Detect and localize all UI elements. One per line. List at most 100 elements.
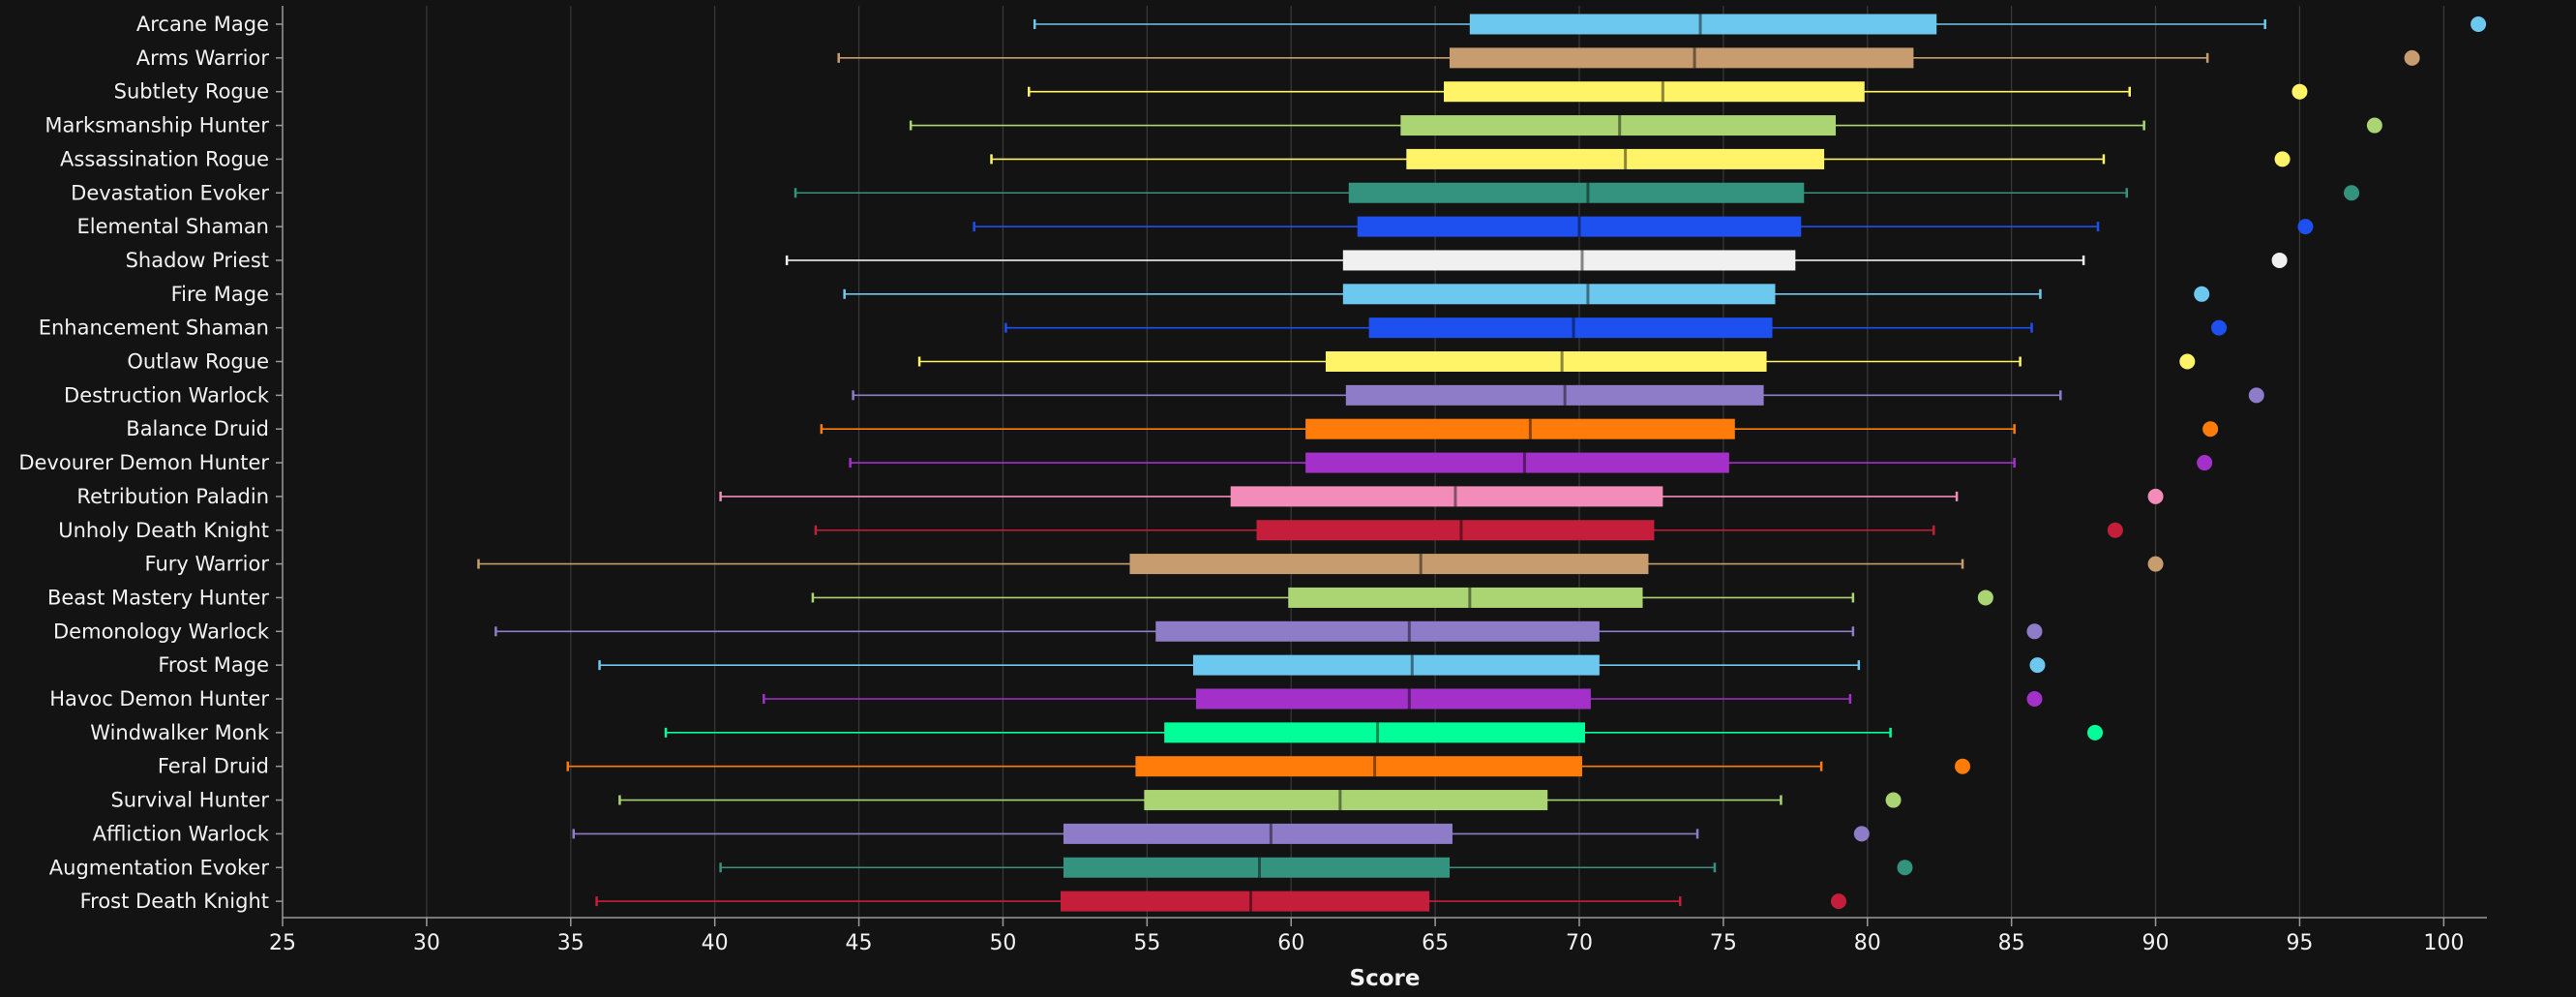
category-label: Outlaw Rogue bbox=[127, 350, 269, 374]
outlier-point bbox=[2211, 319, 2228, 336]
box-row bbox=[477, 554, 2164, 575]
category-label: Balance Druid bbox=[126, 417, 269, 440]
category-label: Devastation Evoker bbox=[71, 181, 269, 204]
category-label: Shadow Priest bbox=[126, 249, 269, 272]
box-row bbox=[1027, 81, 2308, 103]
category-label: Retribution Paladin bbox=[76, 485, 269, 508]
iqr-box bbox=[1129, 554, 1649, 575]
box-row bbox=[820, 418, 2219, 439]
category-label: Elemental Shaman bbox=[77, 215, 269, 238]
box-row bbox=[598, 654, 2046, 676]
grid-lines bbox=[426, 6, 2444, 918]
box-row bbox=[849, 452, 2213, 473]
box-row bbox=[763, 688, 2043, 710]
category-label: Devourer Demon Hunter bbox=[18, 451, 269, 474]
outlier-point bbox=[2271, 252, 2288, 268]
outlier-point bbox=[2404, 49, 2420, 66]
outlier-point bbox=[1853, 826, 1870, 842]
iqr-box bbox=[1368, 317, 1773, 339]
box-row bbox=[664, 722, 2104, 743]
outlier-point bbox=[2366, 117, 2382, 134]
category-label: Assassination Rogue bbox=[60, 147, 269, 170]
iqr-box bbox=[1135, 756, 1582, 777]
box-row bbox=[837, 47, 2420, 69]
x-tick-label: 60 bbox=[1277, 931, 1304, 955]
iqr-box bbox=[1348, 182, 1805, 203]
box-row bbox=[1033, 14, 2487, 35]
box-row bbox=[719, 857, 1913, 878]
x-tick-label: 55 bbox=[1133, 931, 1160, 955]
x-tick-label: 90 bbox=[2142, 931, 2170, 955]
outlier-point bbox=[1977, 589, 1993, 606]
box-row bbox=[990, 148, 2291, 169]
x-axis-title: Score bbox=[1350, 966, 1421, 991]
x-tick-label: 25 bbox=[269, 931, 296, 955]
box-row bbox=[794, 182, 2360, 203]
category-label: Feral Druid bbox=[158, 755, 269, 778]
x-tick-label: 100 bbox=[2423, 931, 2464, 955]
iqr-box bbox=[1061, 891, 1430, 912]
iqr-box bbox=[1325, 351, 1767, 372]
iqr-box bbox=[1195, 688, 1591, 710]
x-tick-label: 75 bbox=[1710, 931, 1737, 955]
x-tick-label: 30 bbox=[413, 931, 440, 955]
iqr-box bbox=[1450, 47, 1914, 69]
outlier-point bbox=[2297, 219, 2314, 235]
category-label: Enhancement Shaman bbox=[39, 317, 269, 340]
outlier-point bbox=[2291, 83, 2308, 100]
axes: 25 30 35 40 45 50 55 60 65 70 75 80 85 90 95 100 bbox=[269, 6, 2487, 955]
category-label: Demonology Warlock bbox=[53, 619, 270, 643]
outlier-point bbox=[1831, 893, 1846, 910]
box-row bbox=[494, 620, 2043, 642]
iqr-box bbox=[1305, 452, 1729, 473]
iqr-box bbox=[1406, 148, 1825, 169]
box-row bbox=[843, 284, 2210, 305]
category-label: Arms Warrior bbox=[136, 46, 270, 70]
iqr-box bbox=[1192, 654, 1600, 676]
category-label: Windwalker Monk bbox=[90, 721, 270, 744]
outlier-point bbox=[2147, 556, 2164, 572]
box-row bbox=[852, 384, 2264, 406]
box-row bbox=[917, 351, 2196, 372]
iqr-box bbox=[1342, 250, 1796, 271]
box-row bbox=[811, 587, 1993, 608]
boxes bbox=[477, 14, 2487, 912]
outlier-point bbox=[2147, 488, 2164, 504]
outlier-point bbox=[2194, 286, 2210, 302]
x-tick-label: 50 bbox=[989, 931, 1016, 955]
outlier-point bbox=[2248, 387, 2264, 404]
iqr-box bbox=[1444, 81, 1865, 103]
x-tick-label: 85 bbox=[1998, 931, 2025, 955]
x-tick-label: 40 bbox=[702, 931, 729, 955]
x-tick-label: 70 bbox=[1566, 931, 1593, 955]
iqr-box bbox=[1305, 418, 1735, 439]
box-row bbox=[785, 250, 2288, 271]
category-label: Subtlety Rogue bbox=[114, 80, 269, 104]
category-labels: Arcane Mage Arms Warrior Subtlety Rogue Mar… bbox=[18, 13, 269, 913]
category-label: Arcane Mage bbox=[136, 13, 269, 36]
x-tick-label: 35 bbox=[557, 931, 584, 955]
iqr-box bbox=[1144, 790, 1548, 811]
category-label: Augmentation Evoker bbox=[49, 856, 270, 879]
outlier-point bbox=[2029, 657, 2046, 674]
iqr-box bbox=[1256, 520, 1655, 541]
box-row bbox=[1004, 317, 2228, 339]
category-label: Frost Mage bbox=[158, 653, 269, 677]
x-tick-label: 65 bbox=[1422, 931, 1449, 955]
iqr-box bbox=[1357, 216, 1802, 237]
iqr-box bbox=[1230, 486, 1663, 507]
outlier-point bbox=[2274, 151, 2291, 167]
box-row bbox=[814, 520, 2123, 541]
category-label: Survival Hunter bbox=[110, 789, 269, 812]
iqr-box bbox=[1342, 284, 1776, 305]
iqr-box bbox=[1345, 384, 1764, 406]
outlier-point bbox=[1885, 792, 1902, 808]
box-row bbox=[909, 115, 2382, 136]
outlier-point bbox=[2087, 724, 2104, 740]
box-row bbox=[595, 891, 1846, 912]
outlier-point bbox=[1955, 758, 1971, 774]
box-row bbox=[719, 486, 2164, 507]
category-label: Destruction Warlock bbox=[64, 383, 270, 407]
outlier-point bbox=[1897, 860, 1913, 876]
x-tick-label: 45 bbox=[846, 931, 873, 955]
